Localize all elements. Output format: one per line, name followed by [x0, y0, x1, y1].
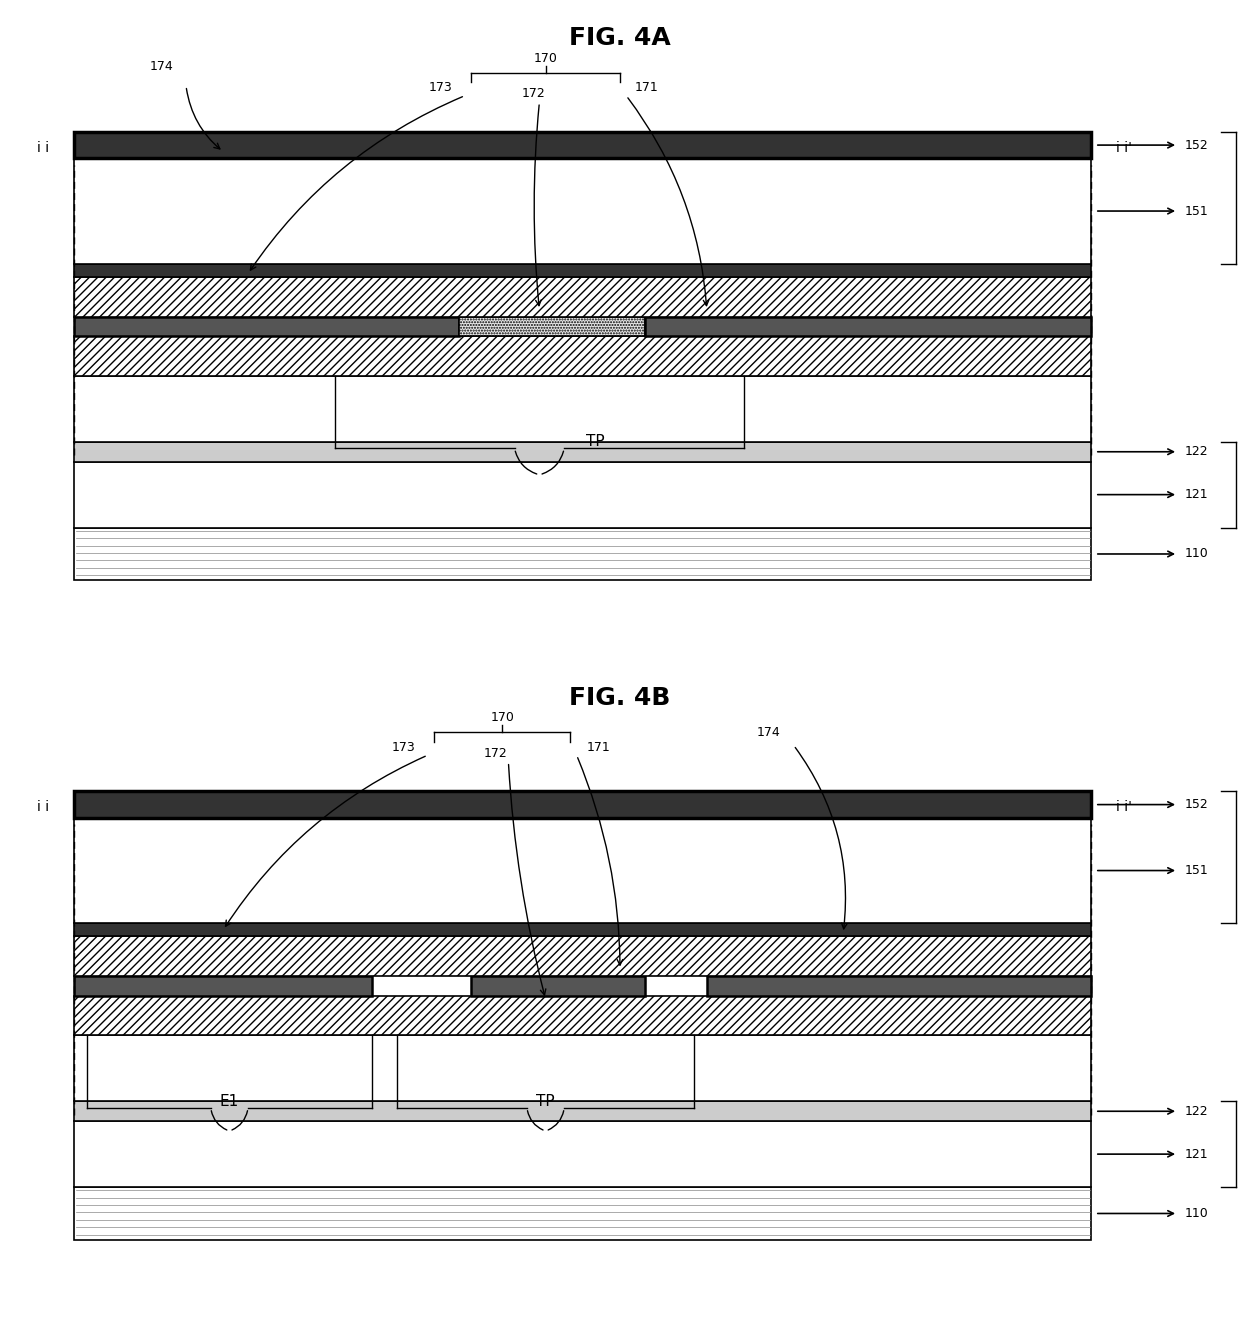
Text: 172: 172 — [521, 87, 546, 100]
Bar — [74, 818, 1091, 923]
Text: TP: TP — [585, 434, 605, 450]
Bar — [74, 996, 1091, 1035]
Text: 172: 172 — [484, 748, 508, 760]
Bar — [74, 791, 1091, 818]
Text: 152: 152 — [1184, 798, 1208, 811]
Bar — [471, 976, 645, 996]
Text: 151: 151 — [1184, 864, 1208, 877]
Text: 174: 174 — [149, 59, 174, 73]
Bar — [74, 528, 1091, 580]
Text: 170: 170 — [533, 51, 558, 65]
Text: 174: 174 — [756, 725, 781, 739]
Text: 121: 121 — [1184, 488, 1208, 501]
Text: 171: 171 — [587, 741, 610, 753]
Bar — [74, 976, 372, 996]
Text: i i': i i' — [1116, 801, 1132, 814]
Text: E1: E1 — [219, 1093, 239, 1109]
Bar — [74, 132, 1091, 158]
Bar — [74, 1121, 1091, 1187]
Text: 171: 171 — [635, 82, 658, 94]
Bar — [74, 336, 1091, 376]
Text: 110: 110 — [1184, 1207, 1208, 1220]
Text: 173: 173 — [429, 82, 453, 94]
Text: 170: 170 — [490, 711, 515, 724]
Text: TP: TP — [536, 1093, 556, 1109]
Text: i i': i i' — [1116, 141, 1132, 156]
Bar — [74, 462, 1091, 528]
Bar — [74, 1035, 1091, 1101]
Text: 122: 122 — [1184, 446, 1208, 458]
Text: 152: 152 — [1184, 138, 1208, 152]
Text: 122: 122 — [1184, 1105, 1208, 1117]
Bar — [74, 317, 459, 336]
Bar — [74, 158, 1091, 264]
Text: 110: 110 — [1184, 547, 1208, 561]
Text: 173: 173 — [392, 741, 415, 753]
Bar — [459, 317, 645, 336]
Bar — [74, 1101, 1091, 1121]
Bar — [74, 1187, 1091, 1240]
Text: FIG. 4B: FIG. 4B — [569, 686, 671, 710]
Text: 151: 151 — [1184, 204, 1208, 218]
Text: FIG. 4A: FIG. 4A — [569, 26, 671, 50]
Bar — [74, 264, 1091, 277]
Bar — [74, 376, 1091, 442]
Text: 121: 121 — [1184, 1148, 1208, 1161]
Bar — [707, 976, 1091, 996]
Text: i i: i i — [37, 141, 50, 156]
Bar — [74, 923, 1091, 936]
Text: i i: i i — [37, 801, 50, 814]
Bar — [81, 936, 372, 976]
Bar — [645, 317, 1091, 336]
Bar — [74, 442, 1091, 462]
Bar — [74, 277, 1091, 317]
Bar — [74, 936, 1091, 976]
